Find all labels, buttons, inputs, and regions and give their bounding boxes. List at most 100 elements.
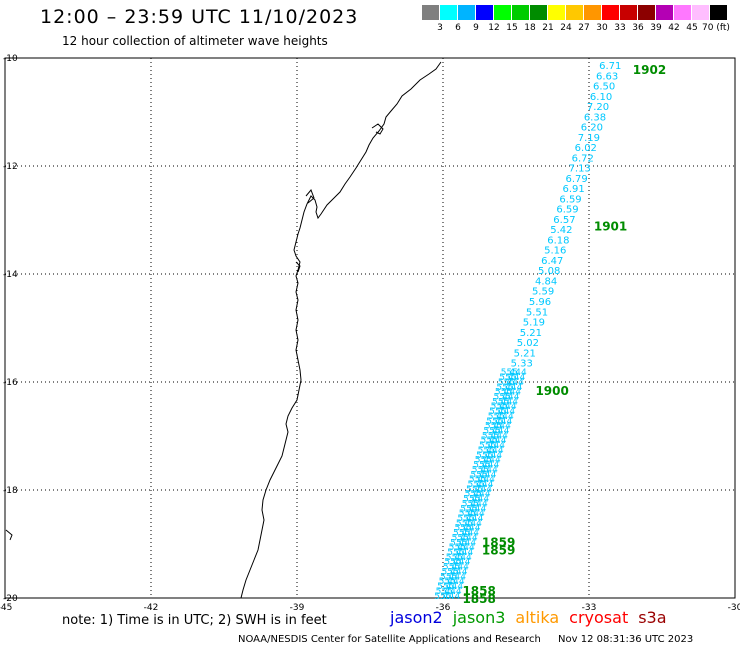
swh-dense-value: 5.4 bbox=[452, 533, 467, 543]
swh-dense-value: 5.4 bbox=[483, 446, 498, 456]
swh-value: 6.72 bbox=[572, 153, 594, 164]
swh-dense-value: 5.4 bbox=[495, 407, 510, 417]
swh-dense-value: 5.4 bbox=[466, 504, 481, 514]
swh-dense-value: 5.4 bbox=[452, 572, 467, 582]
scale-label: 27 bbox=[578, 23, 590, 33]
swh-value: 4.84 bbox=[535, 276, 557, 287]
swh-dense-value: 5.4 bbox=[485, 461, 500, 471]
satellite-name: cryosat bbox=[569, 608, 629, 627]
swh-dense-value: 5.4 bbox=[460, 543, 475, 553]
swh-dense-value: 5.4 bbox=[496, 402, 511, 412]
scale-label: 30 bbox=[596, 23, 608, 33]
satellite-name: jason3 bbox=[452, 608, 506, 627]
swh-dense-value: 5.4 bbox=[501, 388, 516, 398]
scale-label: 70 (ft) bbox=[702, 23, 730, 33]
swh-dense-value: 5.4 bbox=[465, 529, 480, 539]
swh-value: 6.47 bbox=[541, 256, 563, 267]
swh-dense-value: 5.4 bbox=[437, 582, 452, 592]
scale-label: 42 bbox=[668, 23, 680, 33]
lat-tick-label: -16 bbox=[3, 378, 18, 388]
swh-dense-value: 5.4 bbox=[492, 436, 507, 446]
swh-dense-value: 5.4 bbox=[473, 461, 488, 471]
swh-dense-value: 5.4 bbox=[504, 397, 519, 407]
scale-label: 18 bbox=[524, 23, 536, 33]
swh-dense-value: 5.4 bbox=[455, 563, 470, 573]
swh-dense-value: 5.4 bbox=[457, 514, 472, 524]
swh-dense-value: 5.4 bbox=[470, 490, 485, 500]
swh-dense-value: 5.4 bbox=[459, 509, 474, 519]
swh-dense-value: 5.4 bbox=[450, 558, 465, 568]
swh-dense-value: 5.4 bbox=[447, 567, 462, 577]
swh-dense-value: 5.4 bbox=[483, 465, 498, 475]
swh-dense-value: 5.4 bbox=[456, 558, 471, 568]
swh-dense-value: 5.4 bbox=[449, 543, 464, 553]
scale-label: 9 bbox=[473, 23, 479, 33]
swh-dense-value: 5.4 bbox=[476, 490, 491, 500]
coastline-detail bbox=[5, 123, 384, 541]
scale-swatch bbox=[440, 5, 457, 20]
coastline bbox=[240, 61, 442, 599]
swh-dense-value: 5.4 bbox=[455, 543, 470, 553]
swh-dense-value: 5.4 bbox=[499, 412, 514, 422]
swh-dense-value: 5.4 bbox=[454, 524, 469, 534]
swh-dense-value: 5.4 bbox=[446, 572, 461, 582]
swh-dense-value: 5.4 bbox=[486, 456, 501, 466]
swh-dense-value: 5.4 bbox=[481, 456, 496, 466]
scale-swatch bbox=[602, 5, 619, 20]
swh-dense-value: 5.4 bbox=[493, 393, 508, 403]
swh-dense-value: 5.4 bbox=[465, 509, 480, 519]
swh-value: 7.20 bbox=[587, 102, 609, 113]
map-frame bbox=[4, 57, 736, 599]
swh-dense-value: 5.4 bbox=[453, 567, 468, 577]
swh-value: 5.33 bbox=[511, 359, 533, 370]
swh-dense-value: 5.4 bbox=[439, 577, 454, 587]
swh-dense-value: 5.4 bbox=[473, 480, 488, 490]
swh-value: 6.18 bbox=[547, 235, 569, 246]
swh-dense-value: 5.4 bbox=[501, 407, 516, 417]
swh-value: 6.71 bbox=[599, 61, 621, 72]
swh-dense-value: 5.4 bbox=[447, 548, 462, 558]
swh-dense-value: 5.4 bbox=[463, 495, 478, 505]
scale-label: 24 bbox=[560, 23, 572, 33]
swh-dense-value: 5.4 bbox=[443, 582, 458, 592]
swh-value: 5.96 bbox=[529, 297, 551, 308]
swh-dense-value: 5.4 bbox=[505, 373, 520, 383]
swh-dense-value: 5.4 bbox=[447, 587, 462, 597]
swh-dense-value: 5.4 bbox=[460, 504, 475, 514]
swh-dense-value: 5.4 bbox=[499, 393, 514, 403]
swh-value: 6.50 bbox=[593, 82, 615, 93]
swh-dense-value: 5.4 bbox=[479, 441, 494, 451]
swh-dense-value: 5.4 bbox=[495, 427, 510, 437]
swh-value: 5.21 bbox=[520, 328, 542, 339]
swh-dense-value: 5.4 bbox=[478, 446, 493, 456]
swh-dense-value: 5.4 bbox=[462, 538, 477, 548]
satellite-name: altika bbox=[515, 608, 560, 627]
units-note: note: 1) Time is in UTC; 2) SWH is in fe… bbox=[62, 613, 327, 628]
swh-dense-value: 5.4 bbox=[479, 461, 494, 471]
swh-dense-value: 5.4 bbox=[456, 538, 471, 548]
map-title: 12:00 – 23:59 UTC 11/10/2023 bbox=[40, 6, 359, 28]
scale-label: 33 bbox=[614, 23, 626, 33]
swh-track: 6.716.636.506.107.206.386.207.196.026.72… bbox=[434, 61, 621, 602]
swh-dense-value: 5.4 bbox=[468, 499, 483, 509]
swh-dense-value: 5.4 bbox=[460, 524, 475, 534]
swh-dense-value: 5.4 bbox=[485, 441, 500, 451]
swh-dense-value: 5.4 bbox=[492, 397, 507, 407]
swh-dense-value: 5.4 bbox=[494, 431, 509, 441]
swh-dense-value: 5.4 bbox=[496, 383, 511, 393]
pass-time-label: 1902 bbox=[633, 63, 666, 77]
swh-value: 5.21 bbox=[514, 348, 536, 359]
swh-value: 5.42 bbox=[550, 225, 572, 236]
swh-dense-value: 5.4 bbox=[479, 480, 494, 490]
scale-swatch bbox=[620, 5, 637, 20]
satellite-name: jason2 bbox=[390, 608, 443, 627]
swh-value: 5.08 bbox=[538, 266, 560, 277]
scale-label: 15 bbox=[506, 23, 518, 33]
scale-swatch bbox=[584, 5, 601, 20]
swh-dense-value: 5.4 bbox=[434, 592, 449, 602]
swh-value: 6.59 bbox=[556, 205, 578, 216]
swh-dense-value: 5.4 bbox=[492, 417, 507, 427]
graticule: -45 -42 -39 -36 -33 -30 -10 -12 -14 -16 -18 -20 bbox=[0, 54, 740, 613]
swh-dense-value: 5.4 bbox=[508, 383, 523, 393]
